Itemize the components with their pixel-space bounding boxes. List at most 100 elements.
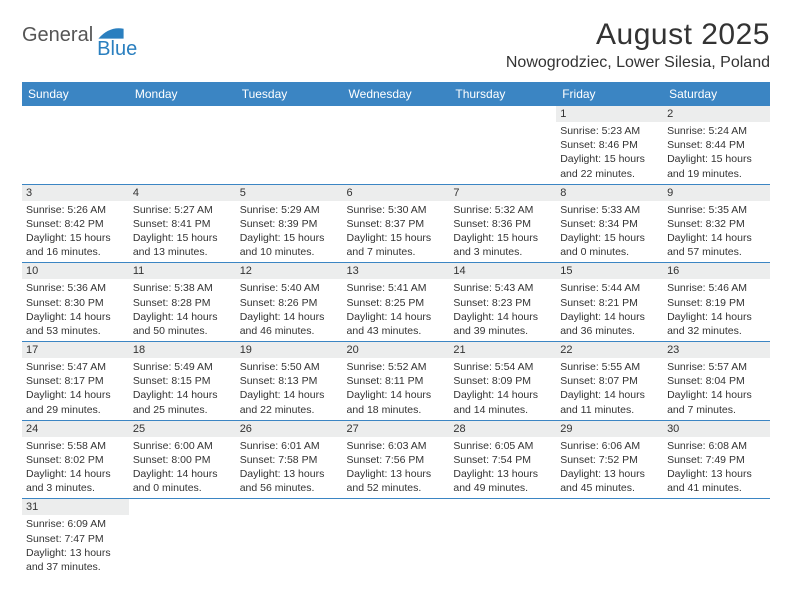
cell-body: Sunrise: 5:35 AMSunset: 8:32 PMDaylight:…: [663, 201, 770, 263]
cell-body: Sunrise: 5:46 AMSunset: 8:19 PMDaylight:…: [663, 279, 770, 341]
day-number: 22: [556, 342, 663, 358]
day-number: 12: [236, 263, 343, 279]
cell-body: Sunrise: 5:26 AMSunset: 8:42 PMDaylight:…: [22, 201, 129, 263]
day-header: Monday: [129, 82, 236, 106]
sunrise-line: Sunrise: 5:58 AM: [26, 439, 125, 453]
sunrise-line: Sunrise: 5:29 AM: [240, 203, 339, 217]
sunset-line: Sunset: 8:39 PM: [240, 217, 339, 231]
calendar-cell: 21Sunrise: 5:54 AMSunset: 8:09 PMDayligh…: [449, 342, 556, 421]
cell-body: Sunrise: 6:00 AMSunset: 8:00 PMDaylight:…: [129, 437, 236, 499]
cell-body: Sunrise: 5:36 AMSunset: 8:30 PMDaylight:…: [22, 279, 129, 341]
daylight-line: Daylight: 15 hours and 16 minutes.: [26, 231, 125, 259]
day-number: 8: [556, 185, 663, 201]
calendar-cell: 13Sunrise: 5:41 AMSunset: 8:25 PMDayligh…: [343, 263, 450, 342]
sunset-line: Sunset: 7:58 PM: [240, 453, 339, 467]
daylight-line: Daylight: 14 hours and 46 minutes.: [240, 310, 339, 338]
calendar-cell: 9Sunrise: 5:35 AMSunset: 8:32 PMDaylight…: [663, 184, 770, 263]
day-header: Saturday: [663, 82, 770, 106]
daylight-line: Daylight: 15 hours and 19 minutes.: [667, 152, 766, 180]
calendar-row: 3Sunrise: 5:26 AMSunset: 8:42 PMDaylight…: [22, 184, 770, 263]
day-number: 16: [663, 263, 770, 279]
calendar-cell: 10Sunrise: 5:36 AMSunset: 8:30 PMDayligh…: [22, 263, 129, 342]
sunrise-line: Sunrise: 5:52 AM: [347, 360, 446, 374]
calendar-cell: 6Sunrise: 5:30 AMSunset: 8:37 PMDaylight…: [343, 184, 450, 263]
calendar-row: 17Sunrise: 5:47 AMSunset: 8:17 PMDayligh…: [22, 342, 770, 421]
sunset-line: Sunset: 8:46 PM: [560, 138, 659, 152]
daylight-line: Daylight: 14 hours and 25 minutes.: [133, 388, 232, 416]
calendar-cell: 17Sunrise: 5:47 AMSunset: 8:17 PMDayligh…: [22, 342, 129, 421]
calendar-cell: 23Sunrise: 5:57 AMSunset: 8:04 PMDayligh…: [663, 342, 770, 421]
cell-body: Sunrise: 5:55 AMSunset: 8:07 PMDaylight:…: [556, 358, 663, 420]
calendar-cell: [129, 499, 236, 577]
daylight-line: Daylight: 15 hours and 0 minutes.: [560, 231, 659, 259]
cell-body: Sunrise: 6:06 AMSunset: 7:52 PMDaylight:…: [556, 437, 663, 499]
cell-body: Sunrise: 5:57 AMSunset: 8:04 PMDaylight:…: [663, 358, 770, 420]
cell-body: Sunrise: 6:01 AMSunset: 7:58 PMDaylight:…: [236, 437, 343, 499]
sunset-line: Sunset: 7:56 PM: [347, 453, 446, 467]
cell-body: Sunrise: 5:52 AMSunset: 8:11 PMDaylight:…: [343, 358, 450, 420]
day-number: 28: [449, 421, 556, 437]
sunset-line: Sunset: 7:49 PM: [667, 453, 766, 467]
daylight-line: Daylight: 14 hours and 32 minutes.: [667, 310, 766, 338]
cell-body: Sunrise: 5:54 AMSunset: 8:09 PMDaylight:…: [449, 358, 556, 420]
day-number: 1: [556, 106, 663, 122]
calendar-cell: 8 Sunrise: 5:33 AMSunset: 8:34 PMDaylight…: [556, 184, 663, 263]
daylight-line: Daylight: 14 hours and 7 minutes.: [667, 388, 766, 416]
calendar-cell: [449, 106, 556, 184]
sunrise-line: Sunrise: 5:36 AM: [26, 281, 125, 295]
calendar-cell: [236, 499, 343, 577]
sunrise-line: Sunrise: 6:08 AM: [667, 439, 766, 453]
sunrise-line: Sunrise: 5:27 AM: [133, 203, 232, 217]
sunset-line: Sunset: 7:47 PM: [26, 532, 125, 546]
calendar-cell: 20Sunrise: 5:52 AMSunset: 8:11 PMDayligh…: [343, 342, 450, 421]
daylight-line: Daylight: 13 hours and 49 minutes.: [453, 467, 552, 495]
daylight-line: Daylight: 14 hours and 14 minutes.: [453, 388, 552, 416]
sunrise-line: Sunrise: 5:24 AM: [667, 124, 766, 138]
cell-body: Sunrise: 5:40 AMSunset: 8:26 PMDaylight:…: [236, 279, 343, 341]
day-number: 30: [663, 421, 770, 437]
sunrise-line: Sunrise: 5:33 AM: [560, 203, 659, 217]
sunset-line: Sunset: 8:23 PM: [453, 296, 552, 310]
day-number: 31: [22, 499, 129, 515]
sunset-line: Sunset: 8:34 PM: [560, 217, 659, 231]
sunrise-line: Sunrise: 5:49 AM: [133, 360, 232, 374]
day-number: 4: [129, 185, 236, 201]
day-header: Tuesday: [236, 82, 343, 106]
calendar-cell: 26Sunrise: 6:01 AMSunset: 7:58 PMDayligh…: [236, 420, 343, 499]
sunset-line: Sunset: 8:00 PM: [133, 453, 232, 467]
daylight-line: Daylight: 14 hours and 18 minutes.: [347, 388, 446, 416]
sunrise-line: Sunrise: 5:57 AM: [667, 360, 766, 374]
day-number: 17: [22, 342, 129, 358]
sunset-line: Sunset: 8:13 PM: [240, 374, 339, 388]
sunrise-line: Sunrise: 6:06 AM: [560, 439, 659, 453]
sunset-line: Sunset: 7:52 PM: [560, 453, 659, 467]
daylight-line: Daylight: 14 hours and 29 minutes.: [26, 388, 125, 416]
cell-body: Sunrise: 5:30 AMSunset: 8:37 PMDaylight:…: [343, 201, 450, 263]
title-block: August 2025 Nowogrodziec, Lower Silesia,…: [506, 18, 770, 72]
sunset-line: Sunset: 8:15 PM: [133, 374, 232, 388]
cell-body: Sunrise: 5:29 AMSunset: 8:39 PMDaylight:…: [236, 201, 343, 263]
calendar-cell: 19Sunrise: 5:50 AMSunset: 8:13 PMDayligh…: [236, 342, 343, 421]
cell-body: Sunrise: 5:38 AMSunset: 8:28 PMDaylight:…: [129, 279, 236, 341]
sunrise-line: Sunrise: 5:43 AM: [453, 281, 552, 295]
calendar-cell: 31Sunrise: 6:09 AMSunset: 7:47 PMDayligh…: [22, 499, 129, 577]
calendar-cell: [556, 499, 663, 577]
daylight-line: Daylight: 15 hours and 7 minutes.: [347, 231, 446, 259]
sunset-line: Sunset: 8:25 PM: [347, 296, 446, 310]
daylight-line: Daylight: 13 hours and 45 minutes.: [560, 467, 659, 495]
calendar-cell: 15Sunrise: 5:44 AMSunset: 8:21 PMDayligh…: [556, 263, 663, 342]
day-header: Friday: [556, 82, 663, 106]
daylight-line: Daylight: 14 hours and 22 minutes.: [240, 388, 339, 416]
sunset-line: Sunset: 8:41 PM: [133, 217, 232, 231]
daylight-line: Daylight: 14 hours and 36 minutes.: [560, 310, 659, 338]
cell-body: Sunrise: 6:05 AMSunset: 7:54 PMDaylight:…: [449, 437, 556, 499]
calendar-cell: 28Sunrise: 6:05 AMSunset: 7:54 PMDayligh…: [449, 420, 556, 499]
sunrise-line: Sunrise: 5:50 AM: [240, 360, 339, 374]
logo-text-part2: Blue: [97, 38, 137, 61]
sunrise-line: Sunrise: 5:23 AM: [560, 124, 659, 138]
day-number: 14: [449, 263, 556, 279]
sunrise-line: Sunrise: 5:44 AM: [560, 281, 659, 295]
calendar-cell: 22Sunrise: 5:55 AMSunset: 8:07 PMDayligh…: [556, 342, 663, 421]
daylight-line: Daylight: 14 hours and 53 minutes.: [26, 310, 125, 338]
cell-body: Sunrise: 5:43 AMSunset: 8:23 PMDaylight:…: [449, 279, 556, 341]
